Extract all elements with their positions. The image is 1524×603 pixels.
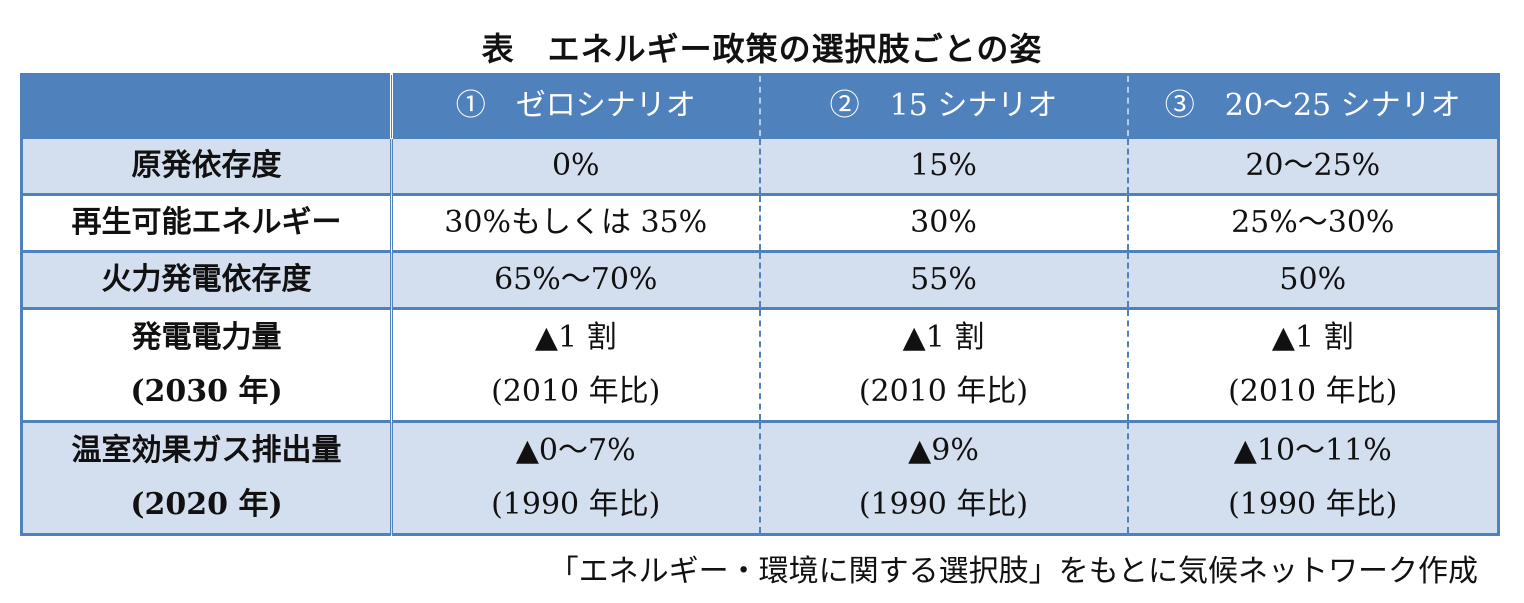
corner-cell [21,74,393,138]
cell-subtext: (2010 年比) [491,374,661,409]
cell-text: ▲1 割 [902,320,985,355]
table-cell: 50% [1127,250,1499,309]
row-label-text: 再生可能エネルギー [71,205,342,240]
cell-text: 50% [1279,262,1347,297]
table-cell: 30% [759,193,1129,252]
table-row: 火力発電依存度 65%～70% 55% 50% [21,250,1499,309]
cell-text: ▲0～7% [515,433,636,468]
cell-text: 55% [910,262,977,297]
cell-subtext: (1990 年比) [1228,487,1398,522]
header-row: ① ゼロシナリオ ② 15 シナリオ ③ 20～25 シナリオ [21,74,1499,138]
table-row: 再生可能エネルギー 30%もしくは 35% 30% 25%～30% [21,193,1499,252]
cell-subtext: (1990 年比) [858,487,1029,522]
cell-text: 20～25% [1245,148,1381,183]
table-cell: ▲1 割 (2010 年比) [1127,307,1499,422]
cell-text: 30%もしくは 35% [444,205,708,240]
table-title: 表 エネルギー政策の選択肢ごとの姿 [481,30,1043,68]
table-cell: 65%～70% [391,250,761,309]
table-cell: ▲9% (1990 年比) [759,420,1129,535]
column-header-zero-scenario: ① ゼロシナリオ [391,74,761,138]
cell-text: 30% [910,205,977,240]
table-row: 原発依存度 0% 15% 20～25% [21,136,1499,195]
cell-subtext: (2010 年比) [858,374,1029,409]
column-header-15-scenario: ② 15 シナリオ [759,74,1129,138]
table-row: 温室効果ガス排出量 (2020 年) ▲0～7% (1990 年比) ▲9% (… [21,420,1499,535]
column-header-20-25-scenario: ③ 20～25 シナリオ [1127,74,1499,138]
row-label-subtext: (2020 年) [130,487,283,522]
row-label-power-generation: 発電電力量 (2030 年) [21,307,393,422]
row-label-text: 火力発電依存度 [101,262,312,297]
scenario-table: ① ゼロシナリオ ② 15 シナリオ ③ 20～25 シナリオ 原発依存度 0%… [20,73,1500,536]
cell-text: ▲1 割 [534,320,617,355]
table-cell: ▲1 割 (2010 年比) [759,307,1129,422]
cell-text: 15% [910,148,977,183]
row-label-renewable-energy: 再生可能エネルギー [21,193,393,252]
row-label-text: 温室効果ガス排出量 [71,433,342,468]
cell-text: ▲10～11% [1233,433,1392,468]
row-label-nuclear-dependency: 原発依存度 [21,136,393,195]
table-cell: ▲0～7% (1990 年比) [391,420,761,535]
cell-subtext: (2010 年比) [1228,374,1398,409]
table-cell: 15% [759,136,1129,195]
table-cell: 30%もしくは 35% [391,193,761,252]
table-cell: 20～25% [1127,136,1499,195]
row-label-subtext: (2030 年) [130,374,283,409]
row-label-thermal-dependency: 火力発電依存度 [21,250,393,309]
cell-text: 65%～70% [494,262,658,297]
cell-text: 25%～30% [1231,205,1395,240]
row-label-text: 発電電力量 [131,320,282,355]
cell-text: ▲1 割 [1271,320,1354,355]
row-label-text: 原発依存度 [131,148,282,183]
table-cell: 25%～30% [1127,193,1499,252]
table-cell: ▲1 割 (2010 年比) [391,307,761,422]
cell-subtext: (1990 年比) [491,487,661,522]
cell-text: ▲9% [908,433,979,468]
table-row: 発電電力量 (2030 年) ▲1 割 (2010 年比) ▲1 割 (2010… [21,307,1499,422]
table-cell: 55% [759,250,1129,309]
table-cell: ▲10～11% (1990 年比) [1127,420,1499,535]
source-note: 「エネルギー・環境に関する選択肢」をもとに気候ネットワーク作成 [548,554,1478,589]
cell-text: 0% [551,148,600,183]
row-label-ghg-emissions: 温室効果ガス排出量 (2020 年) [21,420,393,535]
table-cell: 0% [391,136,761,195]
